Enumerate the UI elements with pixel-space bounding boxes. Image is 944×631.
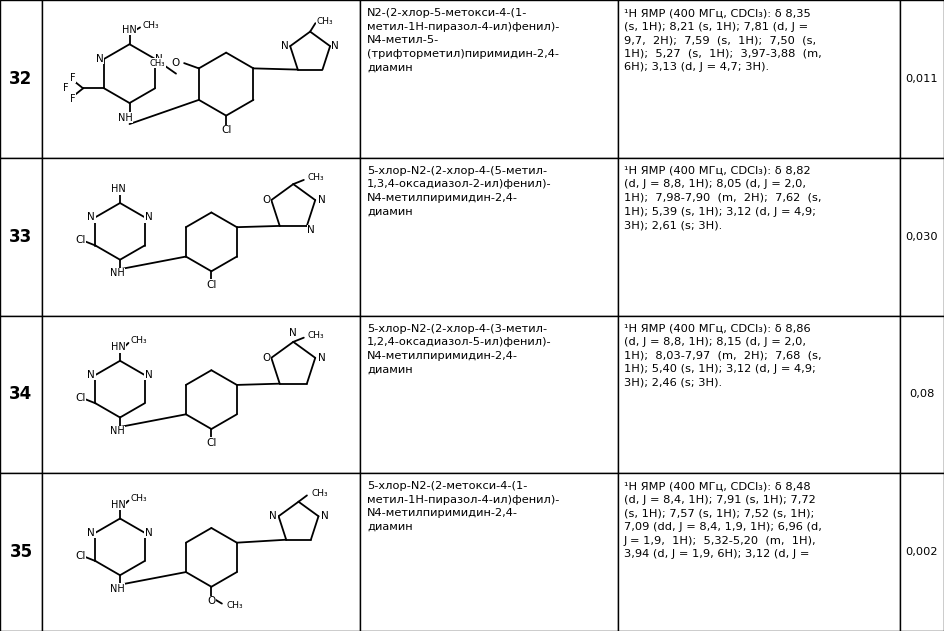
Text: N: N [331, 41, 339, 51]
Text: ¹H ЯМР (400 МГц, CDCl₃): δ 8,48
(d, J = 8,4, 1H); 7,91 (s, 1H); 7,72
(s, 1H); 7,: ¹H ЯМР (400 МГц, CDCl₃): δ 8,48 (d, J = … [624, 481, 822, 559]
Text: NH: NH [118, 113, 133, 122]
Bar [618, 0, 900, 158]
Text: 0,030: 0,030 [905, 232, 938, 242]
Text: CH₃: CH₃ [316, 16, 333, 26]
Text: 5-хлор-N2-(2-хлор-4-(5-метил-
1,3,4-оксадиазол-2-ил)фенил)-
N4-метилпиримидин-2,: 5-хлор-N2-(2-хлор-4-(5-метил- 1,3,4-окса… [367, 166, 551, 216]
Text: N: N [88, 212, 95, 222]
Bar [618, 316, 900, 473]
Text: 33: 33 [9, 228, 33, 245]
Text: N: N [88, 528, 95, 538]
Text: N: N [145, 370, 153, 380]
Bar [618, 473, 900, 631]
Text: N: N [145, 528, 153, 538]
Text: N2-(2-хлор-5-метокси-4-(1-
метил-1H-пиразол-4-ил)фенил)-
N4-метил-5-
(трифтормет: N2-(2-хлор-5-метокси-4-(1- метил-1H-пира… [367, 8, 560, 73]
Text: Cl: Cl [76, 235, 86, 245]
Text: N: N [321, 511, 329, 521]
Text: CH₃: CH₃ [308, 174, 325, 182]
Text: ¹H ЯМР (400 МГц, CDCl₃): δ 8,82
(d, J = 8,8, 1H); 8,05 (d, J = 2,0,
1H);  7,98-7: ¹H ЯМР (400 МГц, CDCl₃): δ 8,82 (d, J = … [624, 166, 821, 230]
Bar [0, 158, 42, 316]
Text: 32: 32 [9, 70, 33, 88]
Text: O: O [208, 596, 215, 606]
Bar [0, 0, 42, 158]
Text: O: O [261, 353, 270, 363]
Text: 0,011: 0,011 [905, 74, 938, 84]
Bar [42, 473, 360, 631]
Text: ¹H ЯМР (400 МГц, CDCl₃): δ 8,86
(d, J = 8,8, 1H); 8,15 (d, J = 2,0,
1H);  8,03-7: ¹H ЯМР (400 МГц, CDCl₃): δ 8,86 (d, J = … [624, 324, 821, 388]
Text: N: N [290, 329, 297, 338]
Text: N: N [88, 370, 95, 380]
Bar [618, 158, 900, 316]
Text: N: N [269, 511, 278, 521]
Text: N: N [156, 54, 163, 64]
Bar [0, 316, 42, 473]
Text: ¹H ЯМР (400 МГц, CDCl₃): δ 8,35
(s, 1H); 8,21 (s, 1H); 7,81 (d, J =
9,7,  2H);  : ¹H ЯМР (400 МГц, CDCl₃): δ 8,35 (s, 1H);… [624, 8, 821, 73]
Bar [900, 316, 944, 473]
Text: Cl: Cl [76, 551, 86, 561]
Text: F: F [70, 73, 76, 83]
Bar [900, 158, 944, 316]
Text: 5-хлор-N2-(2-хлор-4-(3-метил-
1,2,4-оксадиазол-5-ил)фенил)-
N4-метилпиримидин-2,: 5-хлор-N2-(2-хлор-4-(3-метил- 1,2,4-окса… [367, 324, 551, 374]
Bar [900, 473, 944, 631]
Bar [900, 0, 944, 158]
Text: CH₃: CH₃ [130, 336, 147, 345]
Text: CH₃: CH₃ [150, 59, 165, 68]
Text: 0,002: 0,002 [905, 547, 938, 557]
Text: N: N [318, 353, 326, 363]
Bar [360, 158, 618, 316]
Bar [42, 316, 360, 473]
Text: CH₃: CH₃ [308, 331, 325, 340]
Bar [42, 158, 360, 316]
Text: CH₃: CH₃ [226, 601, 243, 610]
Text: 35: 35 [9, 543, 32, 561]
Text: NH: NH [110, 268, 125, 278]
Text: Cl: Cl [206, 438, 216, 447]
Text: NH: NH [110, 426, 125, 436]
Text: F: F [70, 94, 76, 104]
Text: HN: HN [110, 184, 126, 194]
Text: 0,08: 0,08 [909, 389, 935, 399]
Text: HN: HN [110, 342, 126, 352]
Text: O: O [172, 58, 180, 68]
Text: Cl: Cl [76, 393, 86, 403]
Text: 5-хлор-N2-(2-метокси-4-(1-
метил-1H-пиразол-4-ил)фенил)-
N4-метилпиримидин-2,4-
: 5-хлор-N2-(2-метокси-4-(1- метил-1H-пира… [367, 481, 560, 532]
Bar [360, 473, 618, 631]
Text: HN: HN [110, 500, 126, 510]
Text: F: F [63, 83, 69, 93]
Bar [360, 0, 618, 158]
Text: Cl: Cl [221, 126, 231, 135]
Bar [360, 316, 618, 473]
Text: CH₃: CH₃ [312, 489, 328, 498]
Text: 34: 34 [9, 386, 33, 403]
Text: Cl: Cl [206, 280, 216, 290]
Text: CH₃: CH₃ [130, 494, 147, 503]
Text: NH: NH [110, 584, 125, 594]
Text: N: N [145, 212, 153, 222]
Text: CH₃: CH₃ [143, 21, 159, 30]
Text: N: N [96, 54, 104, 64]
Text: N: N [307, 225, 315, 235]
Text: N: N [281, 41, 289, 51]
Text: N: N [318, 195, 326, 205]
Text: O: O [261, 195, 270, 205]
Bar [0, 473, 42, 631]
Bar [42, 0, 360, 158]
Text: HN: HN [122, 25, 137, 35]
